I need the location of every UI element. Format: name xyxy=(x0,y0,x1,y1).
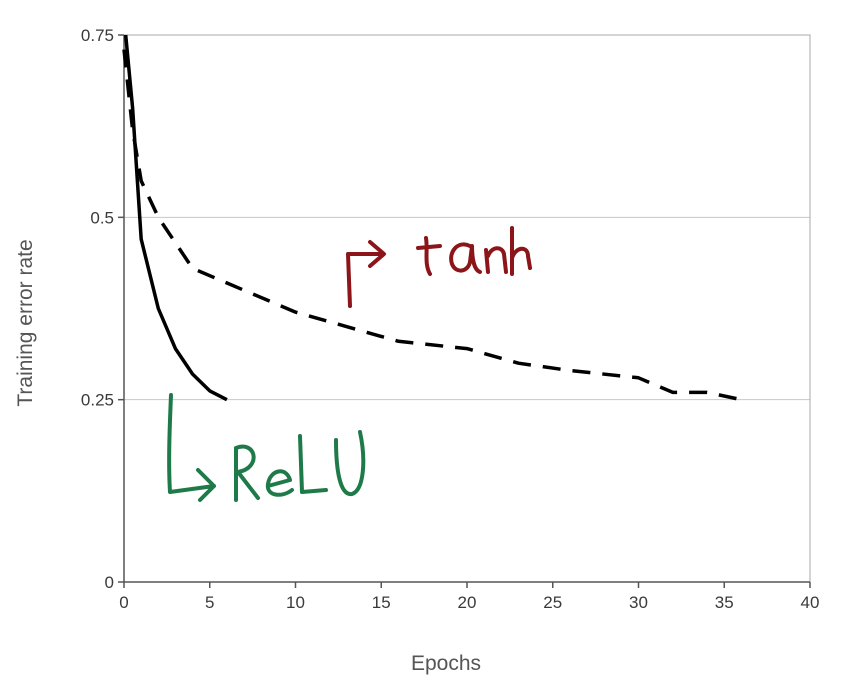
relu-annotation xyxy=(167,393,366,502)
y-tick-label-0: 0 xyxy=(105,573,114,592)
series-line-relu xyxy=(123,34,228,402)
plot-frame xyxy=(123,34,811,583)
tanh-annotation-arrow-icon xyxy=(346,240,386,308)
axes xyxy=(118,34,811,588)
relu-annotation-handwriting xyxy=(234,430,366,502)
tanh-annotation xyxy=(346,226,532,308)
x-tick-label-7: 35 xyxy=(715,593,734,612)
y-tick-label-1: 0.25 xyxy=(81,391,114,410)
x-tick-label-5: 25 xyxy=(543,593,562,612)
x-tick-label-6: 30 xyxy=(629,593,648,612)
x-tick-label-0: 0 xyxy=(119,593,128,612)
relu-annotation-arrow-icon xyxy=(167,393,216,502)
x-tick-label-2: 10 xyxy=(286,593,305,612)
x-tick-label-3: 15 xyxy=(372,593,391,612)
tanh-annotation-handwriting xyxy=(416,226,532,276)
grid-lines xyxy=(124,34,810,401)
x-tick-label-1: 5 xyxy=(205,593,214,612)
x-axis-title: Epochs xyxy=(411,652,481,675)
y-axis-title: Training error rate xyxy=(14,239,37,406)
series-lines xyxy=(122,34,742,402)
x-tick-label-4: 20 xyxy=(458,593,477,612)
x-tick-label-8: 40 xyxy=(801,593,820,612)
y-tick-label-3: 0.75 xyxy=(81,26,114,45)
tick-labels: 0 5 10 15 20 25 30 35 40 0 0.25 0.5 0.75 xyxy=(81,26,820,612)
y-tick-label-2: 0.5 xyxy=(90,208,114,227)
series-line-tanh xyxy=(122,49,742,402)
